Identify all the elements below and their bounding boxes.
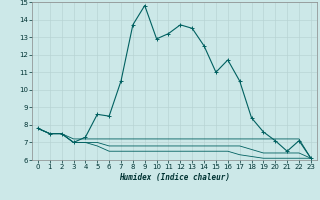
X-axis label: Humidex (Indice chaleur): Humidex (Indice chaleur) <box>119 173 230 182</box>
